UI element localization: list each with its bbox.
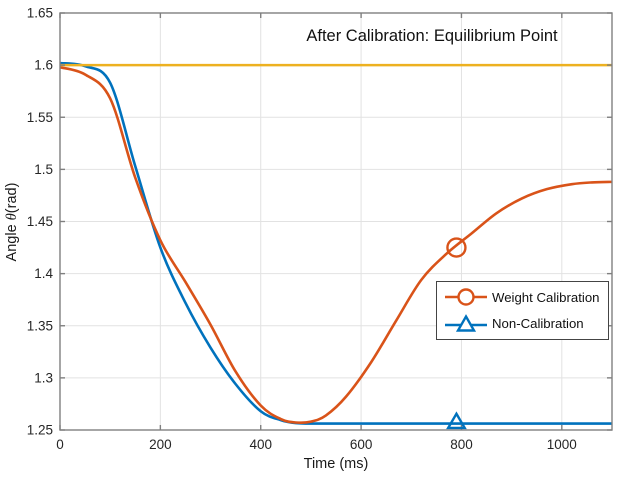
y-tick-label: 1.4 [34, 266, 53, 281]
x-axis-title: Time (ms) [304, 456, 369, 472]
legend-entry-weight-calibration: Weight Calibration [443, 286, 608, 308]
weight-calibration-marker [446, 237, 467, 258]
legend-entry-non-calibration: Non-Calibration [443, 313, 608, 335]
tick-labels-layer: 0 200 400 600 800 1000 1.25 1.3 1.35 1.4 1.45 1.5 1.… [27, 6, 577, 453]
x-tick-label: 600 [350, 437, 373, 452]
y-tick-label: 1.55 [27, 110, 53, 125]
tick-marks-layer [59, 12, 612, 431]
y-axis-title: Angle θ(rad) [4, 183, 20, 262]
x-tick-label: 0 [56, 437, 64, 452]
x-tick-label: 200 [149, 437, 172, 452]
theta-symbol: θ [4, 213, 20, 220]
series-weight-calibration [59, 65, 613, 425]
y-tick-label: 1.25 [27, 423, 53, 438]
y-tick-label: 1.5 [34, 162, 53, 177]
legend: Weight Calibration Non-Calibration [436, 281, 609, 340]
grid-layer [59, 12, 612, 431]
markers-layer [446, 237, 467, 430]
y-tick-label: 1.45 [27, 214, 53, 229]
legend-label: Non-Calibration [492, 316, 584, 332]
y-axis-title-prefix: Angle [4, 220, 20, 261]
x-tick-label: 800 [450, 437, 473, 452]
non-calibration-legend-swatch [445, 313, 487, 332]
legend-label: Weight Calibration [492, 289, 600, 305]
y-tick-label: 1.35 [27, 318, 53, 333]
y-tick-label: 1.65 [27, 6, 53, 21]
non-calibration-marker [446, 411, 467, 430]
x-tick-label: 400 [249, 437, 272, 452]
weight-calibration-legend-swatch [445, 288, 487, 307]
triangle-marker-icon [455, 313, 477, 332]
plot-title: After Calibration: Equilibrium Point [306, 27, 558, 45]
y-tick-label: 1.6 [34, 58, 53, 73]
y-tick-label: 1.3 [34, 370, 53, 385]
circle-marker-icon [457, 288, 475, 307]
x-tick-label: 1000 [547, 437, 577, 452]
y-axis-title-suffix: (rad) [4, 183, 20, 214]
